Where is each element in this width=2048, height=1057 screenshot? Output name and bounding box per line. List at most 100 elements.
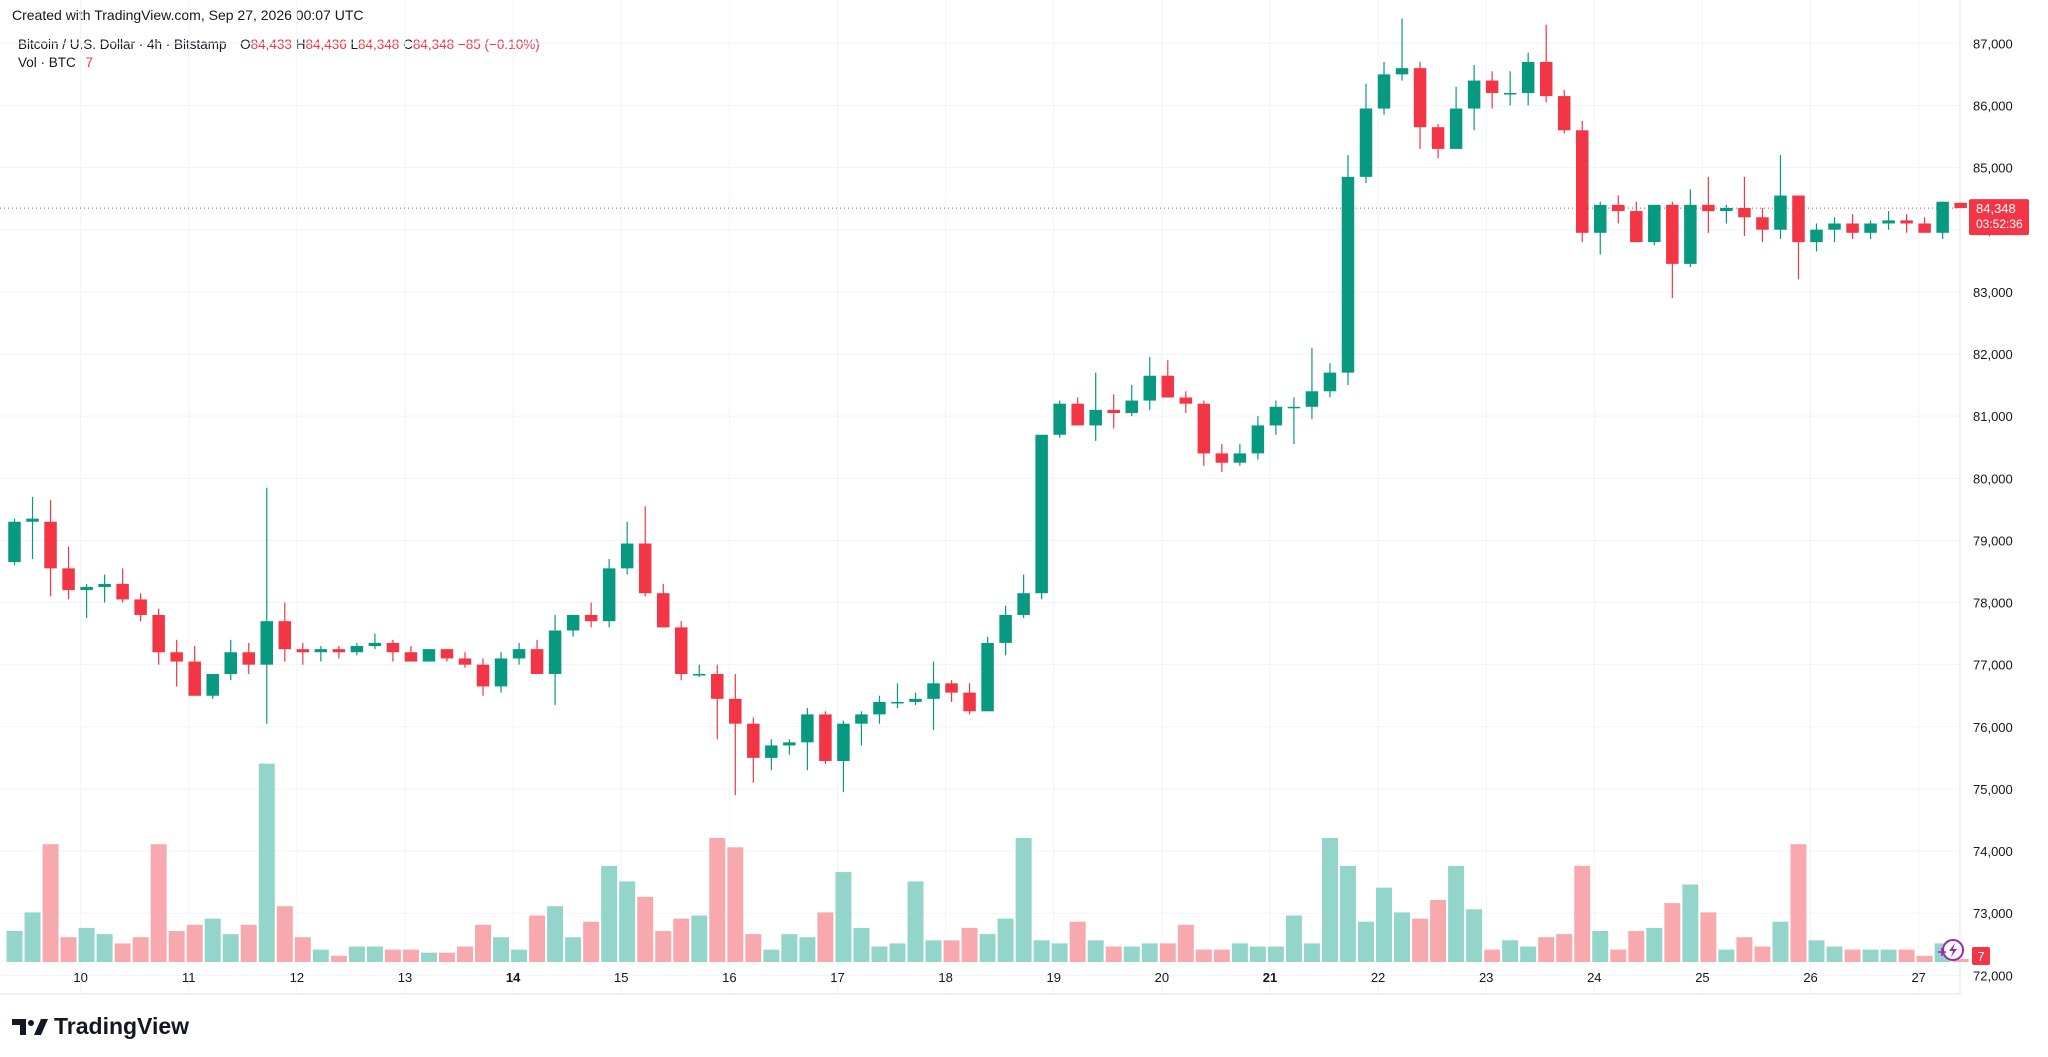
y-tick-label: 80,000 <box>1973 471 2013 486</box>
candle-body <box>1125 400 1138 414</box>
candle-body <box>1431 127 1445 149</box>
volume-bar <box>1051 943 1068 962</box>
volume-bar <box>6 931 23 962</box>
candle-body <box>945 683 958 693</box>
volume-bar <box>1430 900 1447 962</box>
candle-body <box>855 714 868 724</box>
volume-bar <box>1664 903 1681 962</box>
volume-bar <box>186 924 203 962</box>
y-tick-label: 82,000 <box>1973 347 2013 362</box>
y-tick-label: 73,000 <box>1973 906 2013 921</box>
candle-body <box>350 646 364 653</box>
candle-body <box>1143 375 1157 401</box>
volume-bar <box>1916 955 1933 962</box>
candle-body <box>819 714 832 761</box>
candle-body <box>386 642 400 653</box>
volume-bar <box>907 881 924 962</box>
volume-bar <box>1213 949 1230 962</box>
symbol-title[interactable]: Bitcoin / U.S. Dollar · 4h · Bitstamp <box>18 37 227 52</box>
x-tick-label: 19 <box>1046 970 1060 985</box>
grid-lines <box>0 0 1960 994</box>
y-tick-label: 86,000 <box>1973 98 2013 113</box>
candle-body <box>188 661 201 696</box>
candle-body <box>1648 204 1661 243</box>
candle-body <box>765 745 778 758</box>
candle-body <box>1702 204 1715 212</box>
candle-body <box>1612 204 1625 212</box>
candle-body <box>999 614 1012 643</box>
volume-bar <box>1718 949 1735 962</box>
volume-bar <box>529 915 546 962</box>
candle-body <box>1503 92 1517 95</box>
volume-bar <box>997 918 1014 962</box>
volume-bar <box>276 906 293 962</box>
volume-bar <box>240 924 257 962</box>
candle-body <box>1089 409 1102 426</box>
volume-bar <box>1285 915 1302 962</box>
volume-bar <box>1682 884 1699 962</box>
high-label: H <box>295 37 306 52</box>
candle-body <box>1684 204 1697 264</box>
candle-body <box>1774 195 1787 230</box>
candle-body <box>566 614 580 631</box>
volume-bar <box>1177 924 1194 962</box>
candle-body <box>1269 406 1283 426</box>
candle-body <box>927 683 940 699</box>
created-with-text: Created with TradingView.com, Sep 27, 20… <box>12 7 364 23</box>
candle-body <box>963 692 976 712</box>
volume-bar <box>979 934 996 962</box>
volume-bar <box>222 934 239 962</box>
volume-bar <box>1376 887 1393 962</box>
y-tick-label: 87,000 <box>1973 36 2013 51</box>
x-tick-label: 23 <box>1479 970 1493 985</box>
candle-body <box>80 586 93 591</box>
candle-body <box>1107 409 1120 414</box>
volume-bar <box>438 952 455 962</box>
candle-body <box>1161 375 1175 398</box>
candle-body <box>1521 61 1535 93</box>
candle-body <box>404 652 418 662</box>
candle-body <box>1323 372 1337 392</box>
candles <box>8 18 1967 796</box>
candle-body <box>1017 593 1030 615</box>
volume-bar <box>1231 943 1248 962</box>
volume-bar <box>1249 946 1266 962</box>
volume-bar <box>601 865 618 962</box>
candle-body <box>1053 403 1066 435</box>
candle-body <box>368 642 382 647</box>
volume-bar <box>384 949 401 962</box>
volume-bar <box>204 918 221 962</box>
volume-badge: 7 <box>1972 947 1990 965</box>
x-tick-label: 18 <box>938 970 952 985</box>
volume-bar <box>1736 937 1753 962</box>
volume-bar <box>330 955 347 962</box>
volume-bar <box>1610 949 1627 962</box>
volume-bar <box>1844 949 1861 962</box>
candle-body <box>494 658 508 687</box>
tradingview-logo[interactable]: TradingView <box>12 1013 189 1040</box>
candle-body <box>1467 80 1481 109</box>
candle-body <box>1485 80 1499 93</box>
volume-bar <box>1862 949 1879 962</box>
volume-bar <box>889 943 906 962</box>
volume-bar <box>1538 937 1555 962</box>
volume-bar <box>132 937 149 962</box>
tradingview-logo-text: TradingView <box>54 1013 190 1039</box>
candle-body <box>638 543 652 594</box>
y-tick-label: 74,000 <box>1973 844 2013 859</box>
volume-bar <box>42 844 59 962</box>
volume-bar <box>547 906 564 962</box>
volume-badge-bg <box>1972 947 1990 965</box>
volume-bar <box>402 949 419 962</box>
volume-legend: Vol · BTC 7 <box>18 55 93 70</box>
candle-body <box>1377 74 1391 109</box>
volume-bar <box>925 940 942 962</box>
candle-body <box>1359 108 1373 177</box>
x-tick-label: 13 <box>398 970 412 985</box>
lightning-icon[interactable] <box>1938 939 1964 961</box>
candle-body <box>837 723 850 761</box>
y-tick-label: 72,000 <box>1973 968 2013 983</box>
x-tick-label: 26 <box>1803 970 1817 985</box>
volume-label[interactable]: Vol · BTC <box>18 55 76 70</box>
